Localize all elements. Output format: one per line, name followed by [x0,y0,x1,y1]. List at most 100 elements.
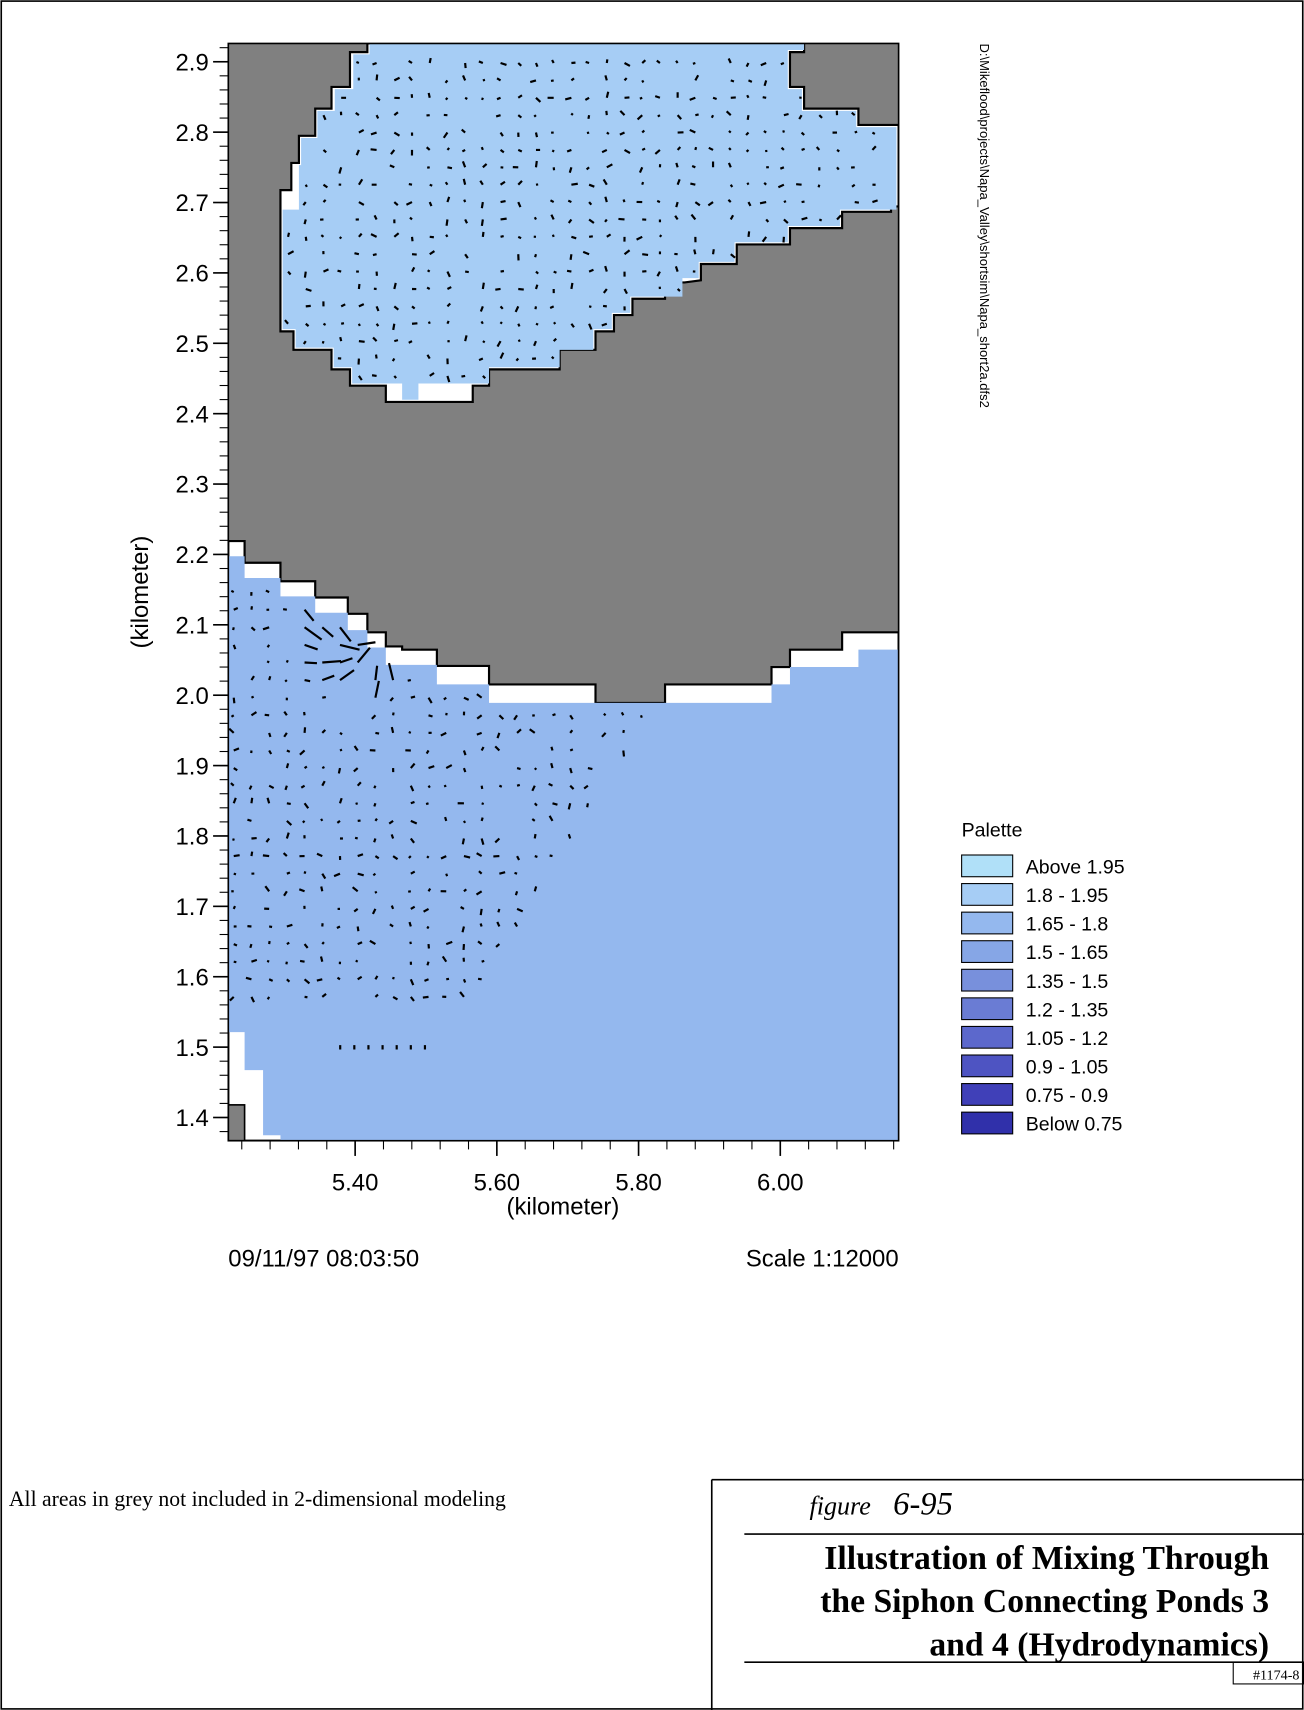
figure-title: and 4 (Hydrodynamics) [929,1627,1269,1664]
vector [250,711,258,717]
timestamp: 09/11/97 08:03:50 [228,1246,419,1273]
vector [553,270,557,274]
vector [693,249,697,255]
vector [480,817,484,822]
vector [481,231,485,237]
vector [303,978,311,985]
vector [569,729,574,734]
vector [798,114,803,120]
vector [569,714,574,720]
vector [748,79,753,83]
vector [285,659,289,663]
vector [476,714,483,720]
vector [411,305,416,310]
vector [322,199,327,203]
vector [796,183,802,186]
vector [727,58,732,64]
vector [283,890,288,897]
legend: Above 1.95 1.8 - 1.95 1.65 - 1.8 1.5 - 1.65… [961,854,1125,1136]
vector [339,669,355,681]
vector [477,940,483,945]
vector [478,870,483,875]
vector [691,165,696,169]
vector [286,941,290,946]
vector [550,762,554,769]
vector [320,234,325,238]
vector [531,818,536,822]
vector [321,993,327,998]
vector [266,959,270,963]
vector [268,749,273,755]
vector [531,785,536,792]
vector [606,131,610,135]
vector [266,797,271,804]
legend-swatch [961,1111,1014,1135]
vector [783,200,787,204]
vector [339,626,352,643]
vector [851,183,856,188]
vector [760,62,767,67]
vector [302,820,306,824]
vector [375,96,381,102]
vector [516,767,521,771]
vector [464,253,469,259]
vector [299,749,306,756]
vector [429,372,435,377]
vector [372,336,378,342]
x-tick-label: 6.00 [757,1170,804,1197]
vector [321,780,326,787]
x-tick-label: 5.40 [332,1170,379,1197]
vector [393,375,397,379]
vector [746,182,750,186]
vector [480,201,484,209]
vector [232,644,237,650]
velocity-vectors [228,57,878,1050]
vector [656,59,661,64]
vector [299,959,305,963]
vector [584,96,590,101]
vector [588,201,593,206]
vector [498,714,505,720]
vector [567,218,573,224]
vector [322,322,327,326]
vector [800,131,805,136]
vector [266,660,270,664]
vector [851,111,856,116]
vector [783,112,789,117]
vector [517,339,521,343]
vector [445,873,449,877]
vector [494,745,501,752]
vector [445,234,449,238]
vector [552,802,558,806]
vector [676,288,681,292]
vector [638,166,644,174]
vector [440,731,447,737]
figure-title: Illustration of Mixing Through [824,1540,1269,1577]
vector [405,201,413,206]
vector [570,77,575,82]
vector [286,871,291,875]
vector [441,955,448,963]
vector [408,76,413,82]
legend-swatch [961,968,1014,992]
vector [303,626,323,641]
vector [500,199,506,204]
vector [622,199,626,203]
vector [446,147,450,151]
vector [232,627,235,631]
vector [232,905,236,910]
vector [605,59,609,64]
vector [249,943,253,949]
vector [692,61,696,65]
vector [371,714,377,720]
vector [759,201,767,205]
vector [478,357,484,362]
vector [482,163,488,169]
vector [303,871,307,875]
vector [534,160,538,168]
vector [374,818,378,822]
vector [357,178,364,186]
legend-label: 1.5 - 1.65 [1026,942,1109,964]
vector [425,802,429,806]
